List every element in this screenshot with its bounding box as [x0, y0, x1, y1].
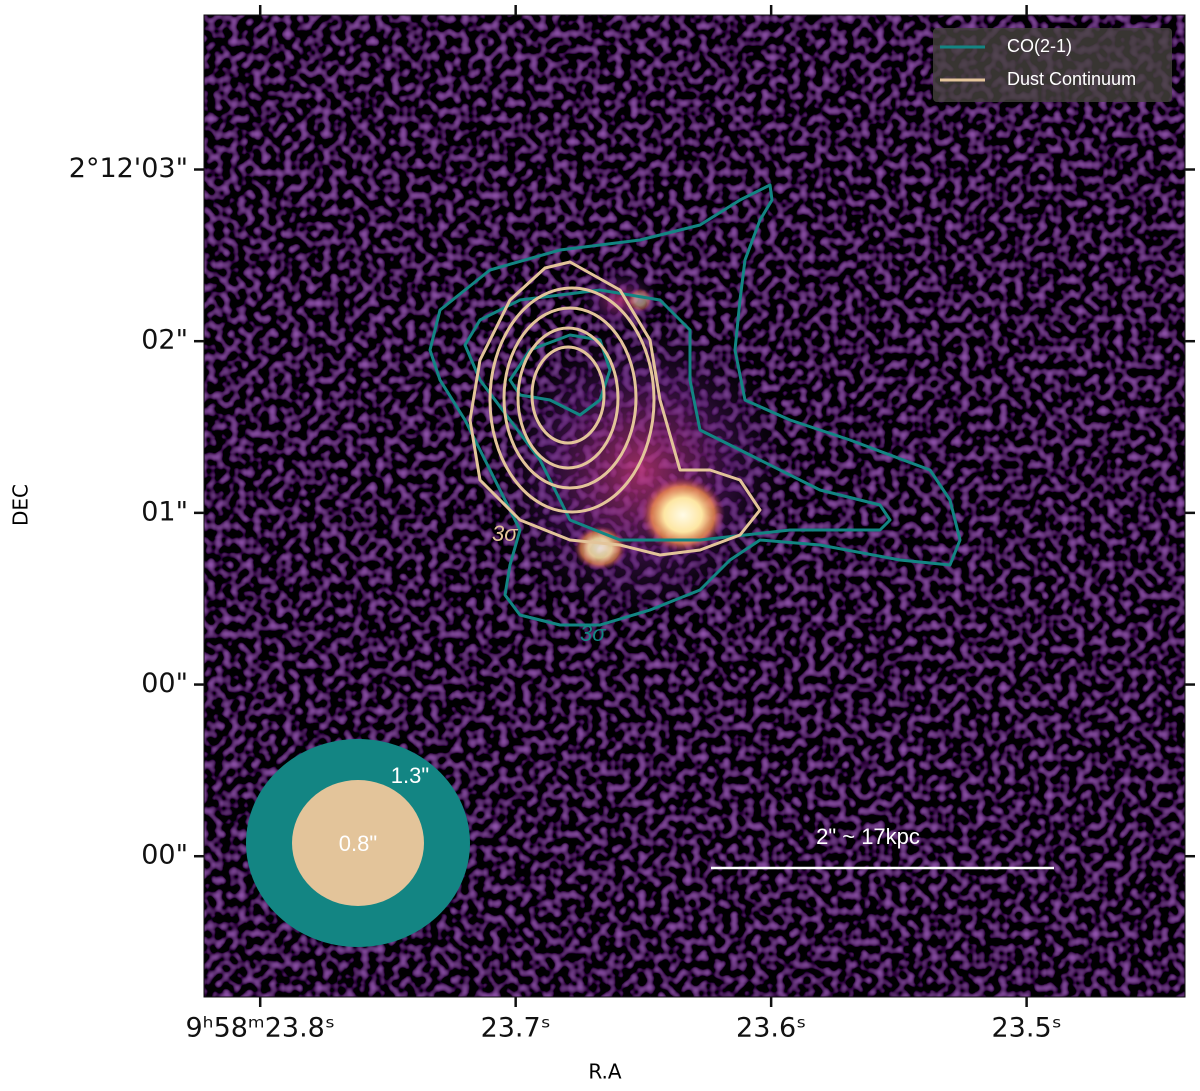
legend-box	[933, 28, 1172, 102]
y-tick-label: 02"	[141, 325, 188, 356]
legend: CO(2-1) Dust Continuum	[933, 28, 1172, 102]
y-tick-label: 2°12'03"	[69, 153, 188, 184]
dust-contour	[502, 306, 638, 490]
dust-beam	[292, 780, 424, 906]
x-tick-label: 23.6ˢ	[736, 1013, 806, 1044]
annotation: 3σ	[492, 521, 518, 546]
y-axis-label: DEC	[9, 484, 33, 526]
dust-contour	[516, 326, 620, 470]
annotation: 0.8"	[339, 831, 377, 856]
x-axis-label: R.A	[588, 1060, 622, 1084]
legend-label: CO(2-1)	[1007, 36, 1072, 56]
dust-contour	[488, 286, 656, 514]
co-contour	[463, 288, 892, 542]
dust-contour	[530, 345, 606, 445]
contours	[428, 183, 962, 627]
annotation: 3σ	[580, 621, 606, 646]
x-tick-label: 23.7ˢ	[481, 1013, 551, 1044]
co-contour	[508, 333, 612, 417]
legend-label: Dust Continuum	[1007, 69, 1136, 89]
y-tick-label: 00"	[141, 840, 188, 871]
dust-contour	[468, 260, 762, 557]
x-tick-label: 9ʰ58ᵐ23.8ˢ	[185, 1013, 334, 1044]
x-tick-label: 23.5ˢ	[992, 1013, 1062, 1044]
plot-frame	[203, 14, 1186, 998]
annotation: 2" ~ 17kpc	[816, 824, 920, 849]
y-tick-label: 01"	[141, 496, 188, 527]
y-tick-label: 00"	[141, 668, 188, 699]
annotation: 1.3"	[391, 763, 429, 788]
co-contour	[428, 183, 962, 627]
